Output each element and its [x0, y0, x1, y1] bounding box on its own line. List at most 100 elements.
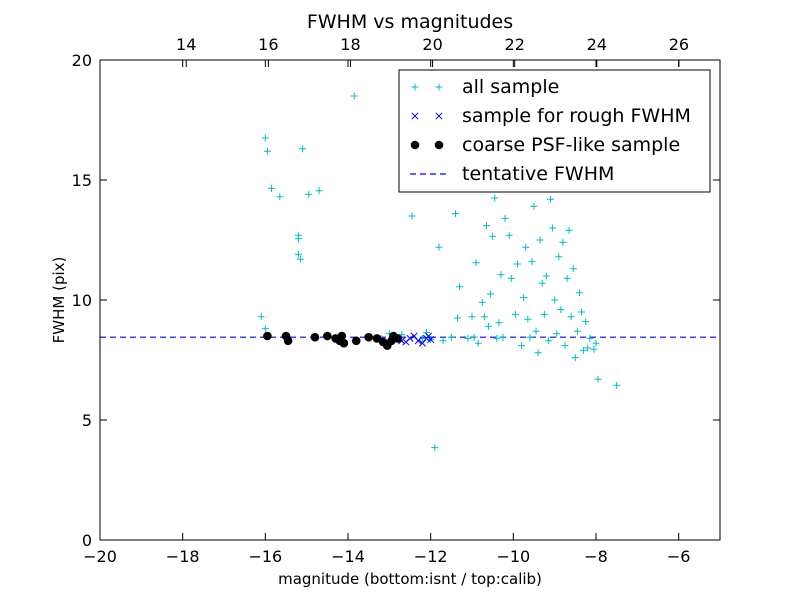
all-sample-point — [573, 327, 581, 335]
all-sample-point — [478, 298, 486, 306]
all-sample-point — [544, 337, 552, 345]
all-sample-point — [542, 272, 550, 280]
coarse-psf-sample-point — [337, 331, 347, 341]
all-sample-point — [489, 232, 497, 240]
all-sample-point — [536, 236, 544, 244]
all-sample-point — [491, 194, 499, 202]
all-sample-point — [482, 222, 490, 230]
y-tick-label: 15 — [72, 171, 92, 190]
all-sample-point — [571, 354, 579, 362]
all-sample-point — [480, 313, 488, 321]
all-sample-point — [474, 339, 482, 347]
all-sample-point — [296, 255, 304, 263]
all-sample-point — [590, 345, 598, 353]
all-sample-point — [294, 235, 302, 243]
top-x-tick-label: 16 — [258, 35, 278, 54]
top-x-tick-label: 18 — [340, 35, 360, 54]
all-sample-point — [493, 334, 501, 342]
all-sample-point — [487, 290, 495, 298]
x-tick-label: −12 — [414, 547, 448, 566]
all-sample-point — [569, 265, 577, 273]
chart-title: FWHM vs magnitudes — [307, 11, 513, 33]
all-sample-point — [557, 306, 565, 314]
all-sample-point — [451, 210, 459, 218]
top-x-tick-label: 14 — [176, 35, 196, 54]
all-sample-point — [268, 184, 276, 192]
all-sample-point — [580, 346, 588, 354]
all-sample-point — [468, 313, 476, 321]
all-sample-point — [261, 325, 269, 333]
all-sample-point — [507, 274, 515, 282]
all-sample-point — [408, 212, 416, 220]
all-sample-point — [299, 145, 307, 153]
axes: −20 −18 −16 −14 −12 −10 −8 −6 0 5 10 15 20 14 16 18 20 22… — [72, 35, 720, 566]
all-sample-point — [263, 147, 271, 155]
all-sample-point — [305, 190, 313, 198]
all-sample-point — [530, 202, 538, 210]
all-sample-point — [520, 294, 528, 302]
legend: all sample sample for rough FWHM coarse … — [398, 69, 711, 193]
x-tick-label: −20 — [83, 547, 117, 566]
all-sample-point — [315, 187, 323, 195]
all-sample-point — [439, 337, 447, 345]
all-sample-point — [613, 381, 621, 389]
top-x-tick-label: 26 — [669, 35, 689, 54]
all-sample-point — [431, 444, 439, 452]
x-tick-label: −6 — [667, 547, 691, 566]
all-sample-point — [563, 274, 571, 282]
all-sample-point — [559, 238, 567, 246]
all-sample-point — [485, 322, 493, 330]
all-sample-point — [497, 271, 505, 279]
all-sample-point — [547, 195, 555, 203]
x-tick-label: −18 — [166, 547, 200, 566]
y-axis-label: FWHM (pix) — [50, 257, 68, 344]
rough-fwhm-sample-point — [414, 337, 422, 345]
all-sample-point — [501, 214, 509, 222]
coarse-psf-sample-point — [372, 334, 382, 343]
all-sample-point — [540, 310, 548, 318]
coarse-psf-sample-point — [364, 332, 373, 342]
top-x-tick-label: 24 — [587, 35, 607, 54]
x-axis-label: magnitude (bottom:isnt / top:calib) — [278, 570, 542, 588]
all-sample-point — [534, 349, 542, 357]
all-sample-point — [528, 258, 536, 266]
all-sample-point — [350, 92, 358, 100]
legend-marker-x — [435, 112, 443, 120]
y-tick-label: 20 — [72, 51, 92, 70]
all-sample-point — [257, 313, 265, 321]
top-x-tick-label: 22 — [505, 35, 525, 54]
all-sample-point — [511, 310, 519, 318]
legend-marker-dot — [410, 140, 420, 150]
all-sample-point — [472, 259, 480, 267]
coarse-psf-sample-point — [339, 338, 349, 348]
all-sample-point — [549, 224, 557, 232]
x-tick-label: −14 — [331, 547, 365, 566]
all-sample-point — [555, 253, 563, 261]
legend-label-coarse: coarse PSF-like sample — [462, 134, 680, 156]
legend-box — [398, 69, 711, 193]
all-sample-point — [584, 344, 592, 352]
all-sample-point — [553, 330, 561, 338]
all-sample-point — [495, 319, 503, 327]
all-sample-point — [294, 250, 302, 258]
top-x-tick-label: 20 — [422, 35, 442, 54]
x-tick-label: −8 — [584, 547, 608, 566]
legend-label-tentative: tentative FWHM — [462, 163, 614, 185]
all-sample-point — [532, 327, 540, 335]
all-sample-point — [565, 226, 573, 234]
all-sample-point — [423, 328, 431, 336]
coarse-psf-sample-point — [393, 334, 402, 343]
y-tick-label: 0 — [82, 531, 92, 550]
coarse-psf-sample-point — [310, 332, 320, 342]
all-sample-point — [470, 333, 478, 341]
coarse-psf-sample-point — [323, 331, 332, 341]
all-sample-point — [526, 333, 534, 341]
all-sample-point — [435, 243, 443, 251]
all-sample-point — [513, 260, 521, 268]
all-sample-point — [592, 339, 600, 347]
x-tick-label: −10 — [496, 547, 530, 566]
all-sample-point — [522, 243, 530, 251]
all-sample-point — [567, 313, 575, 321]
rough-fwhm-sample-point — [427, 336, 435, 344]
all-sample-point — [586, 334, 594, 342]
